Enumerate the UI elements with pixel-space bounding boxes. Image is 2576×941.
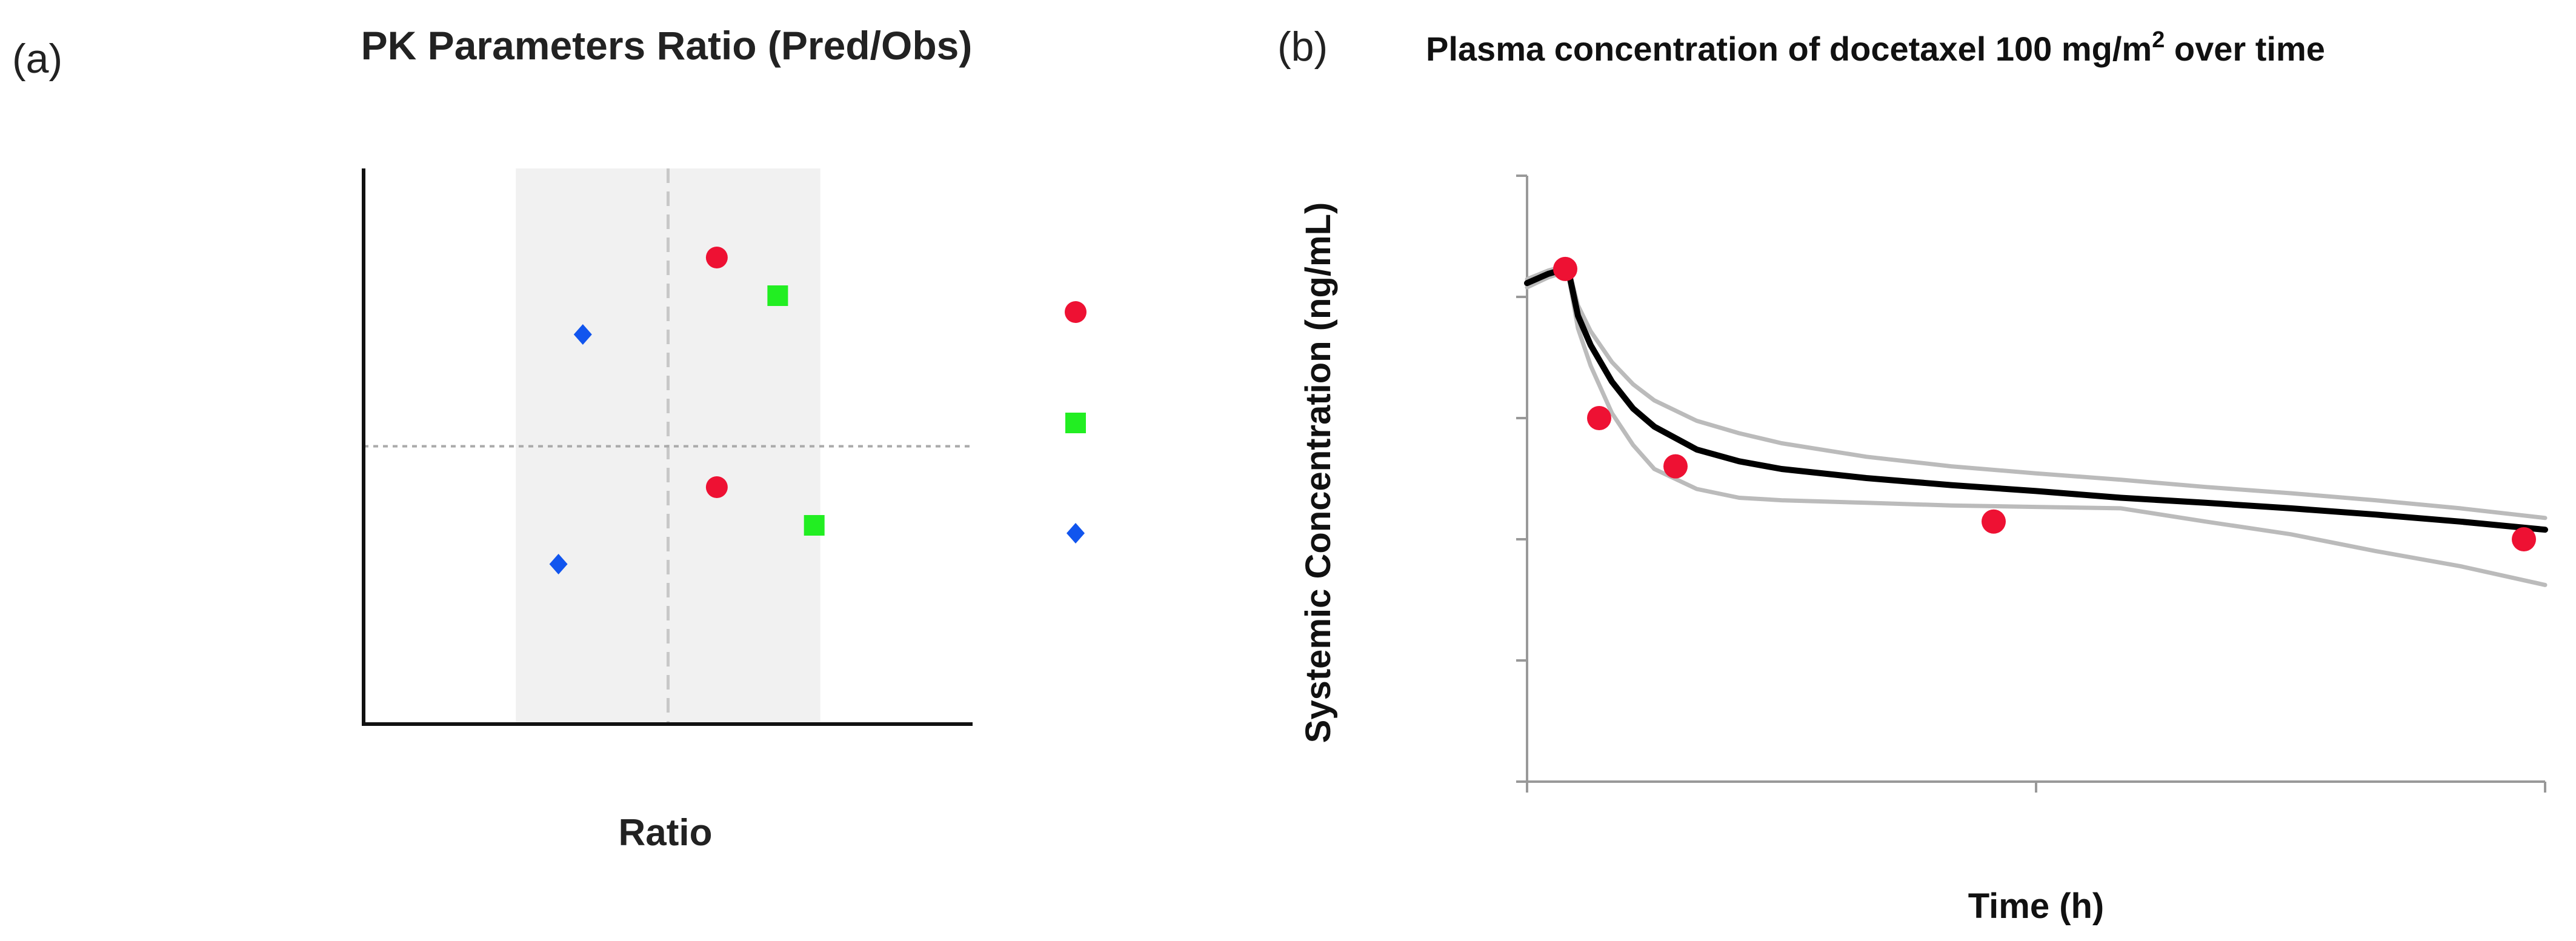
- panel-b-y-ticks: [1516, 175, 1527, 783]
- panel-a-legend: [1065, 301, 1087, 544]
- panel-a-markers: [549, 247, 825, 574]
- panel-b-x-axis-label: Time (h): [1968, 886, 2105, 926]
- panel-b-series-lines: [1524, 264, 2548, 587]
- panel-b-observed-point: [1982, 509, 2006, 534]
- panel-a-label: (a): [12, 36, 62, 82]
- legend-auc-marker: [1065, 413, 1086, 433]
- panel-a-auc-marker: [804, 515, 825, 536]
- panel-a-title: PK Parameters Ratio (Pred/Obs): [361, 23, 973, 68]
- panel-b-observed-point: [2512, 527, 2536, 551]
- panel-b-observed-points: [1553, 256, 2536, 551]
- panel-a: (a) PK Parameters Ratio (Pred/Obs) Ratio: [12, 23, 1087, 854]
- panel-b-label: (b): [1277, 24, 1328, 70]
- panel-a-cmax-marker: [705, 476, 728, 498]
- panel-a-auc-marker: [767, 285, 788, 306]
- panel-b-title-tail: over time: [2165, 30, 2325, 68]
- panel-a-cmax-marker: [705, 247, 728, 268]
- legend-cmax-marker: [1065, 301, 1087, 323]
- panel-b-observed-point: [1553, 256, 1577, 281]
- panel-b-mean-line: [1524, 265, 2548, 533]
- panel-b-observed-point: [1587, 406, 1611, 430]
- panel-b-x-ticks: [1526, 782, 2546, 793]
- panel-b-lower-bound-line: [1525, 270, 2548, 587]
- panel-b: (b) Plasma concentration of docetaxel 10…: [1277, 24, 2548, 926]
- panel-a-cl-marker: [573, 324, 592, 345]
- panel-b-title: Plasma concentration of docetaxel 100 mg…: [1426, 27, 2325, 68]
- panel-b-y-axis-label: Systemic Concentration (ng/mL): [1299, 202, 1338, 743]
- panel-b-observed-point: [1663, 454, 1688, 479]
- legend-cl-marker: [1067, 523, 1085, 544]
- panel-a-cl-marker: [549, 554, 568, 574]
- panel-a-x-axis-label: Ratio: [619, 812, 713, 854]
- panel-b-title-main: Plasma concentration of docetaxel 100 mg…: [1426, 30, 2152, 68]
- panel-b-title-sup: 2: [2152, 27, 2165, 53]
